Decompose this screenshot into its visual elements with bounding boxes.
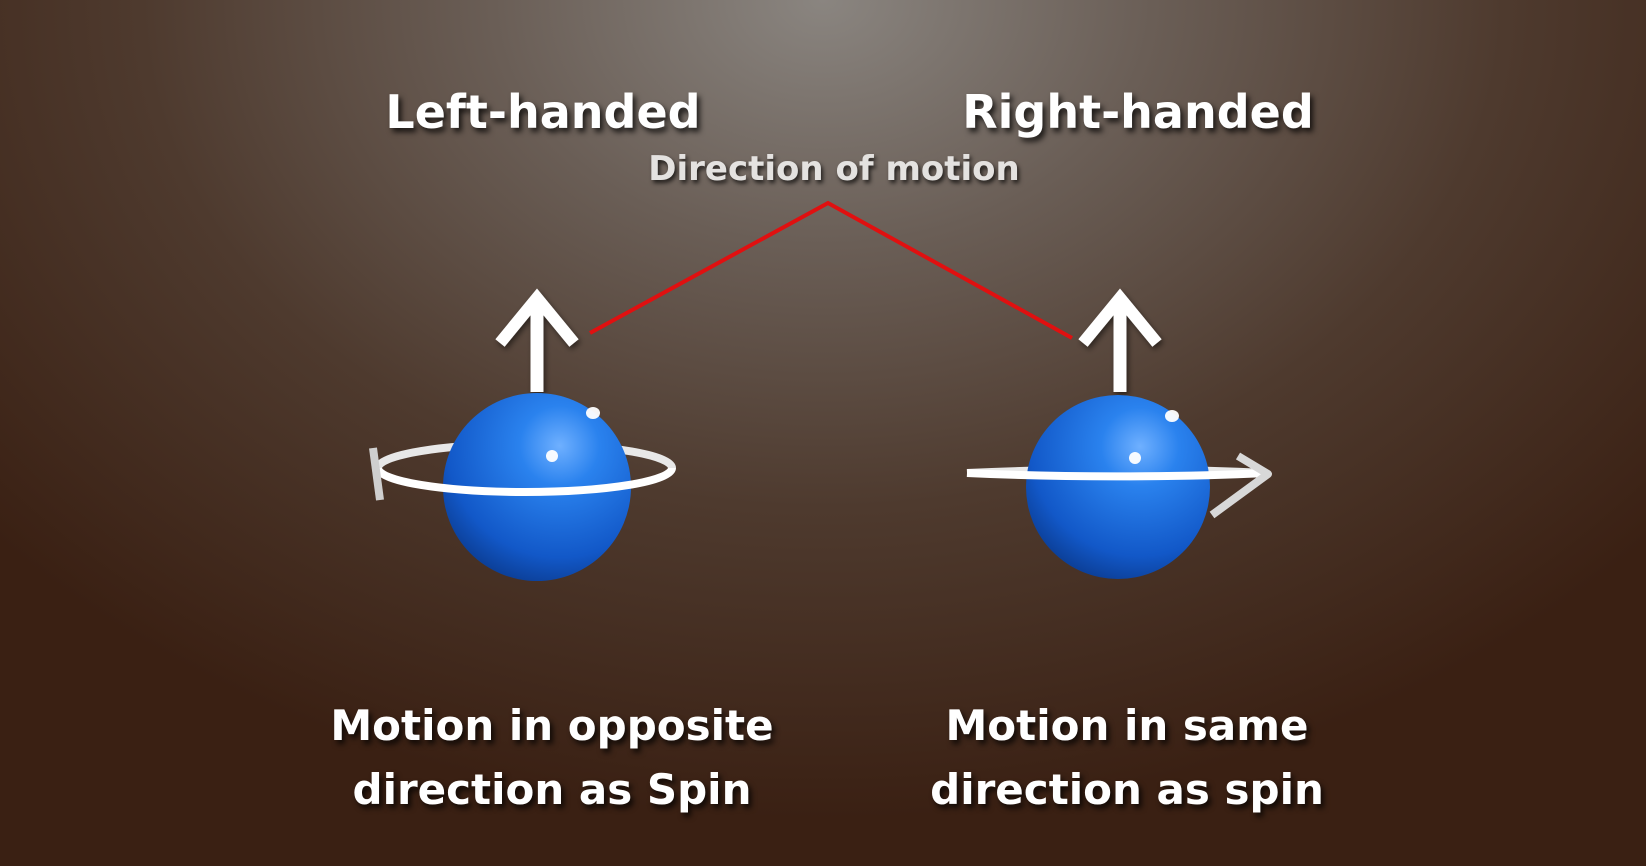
left-caption-line-2: direction as Spin xyxy=(352,765,752,814)
right-handed-title: Right-handed xyxy=(962,85,1314,139)
left-caption-line-1: Motion in opposite xyxy=(330,701,774,750)
direction-of-motion-label: Direction of motion xyxy=(648,149,1020,189)
left-caption: Motion in opposite direction as Spin xyxy=(330,694,773,822)
left-sphere-icon xyxy=(443,393,631,581)
right-spin-arrowhead-icon xyxy=(1209,452,1272,519)
right-caption-line-2: direction as spin xyxy=(930,765,1324,814)
right-sphere-icon xyxy=(1026,395,1210,579)
right-caption: Motion in same direction as spin xyxy=(930,694,1324,822)
left-handed-title: Left-handed xyxy=(385,85,701,139)
left-spin-ring-front-icon xyxy=(374,467,676,496)
right-direction-arrow-icon xyxy=(1078,288,1162,392)
left-particle xyxy=(369,288,676,581)
right-caption-line-1: Motion in same xyxy=(945,701,1309,750)
direction-pointer-line xyxy=(589,200,1073,340)
right-spin-ring-front-icon xyxy=(966,469,1268,481)
right-particle xyxy=(966,288,1272,579)
left-direction-arrow-icon xyxy=(495,288,579,392)
left-spin-arrowhead-icon xyxy=(369,447,384,501)
